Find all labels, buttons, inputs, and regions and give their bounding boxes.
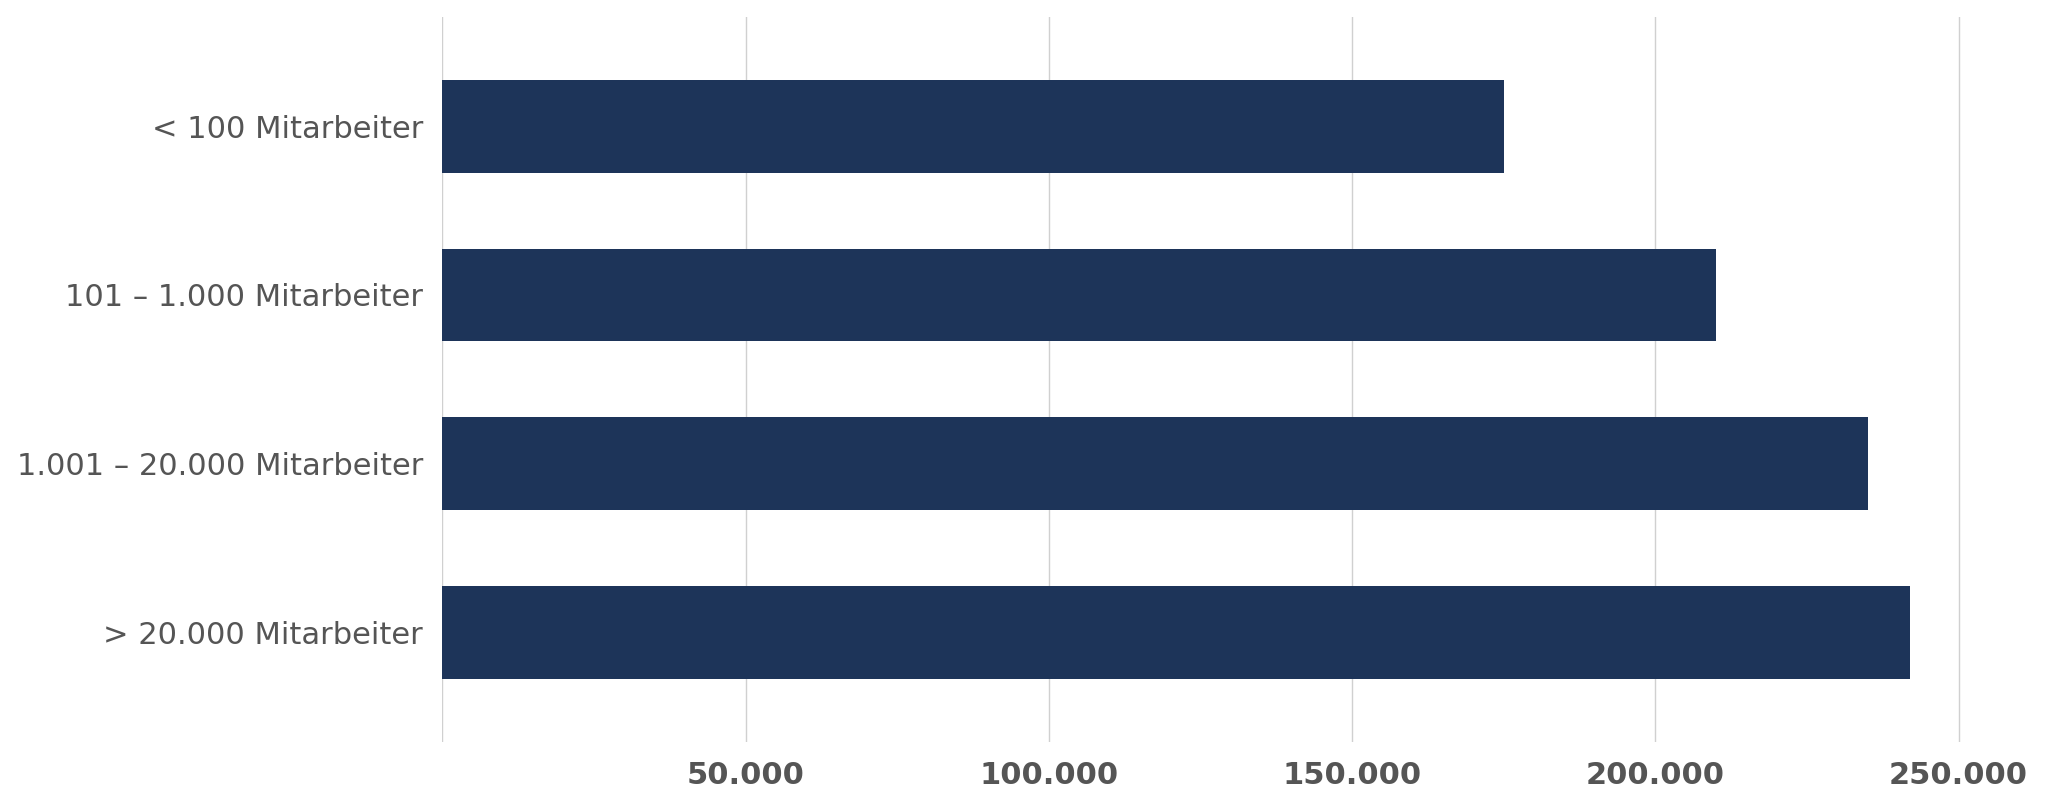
Bar (442, 417, 1868, 510)
Bar (442, 586, 1911, 679)
Bar (442, 249, 1716, 341)
Bar (442, 80, 1503, 173)
